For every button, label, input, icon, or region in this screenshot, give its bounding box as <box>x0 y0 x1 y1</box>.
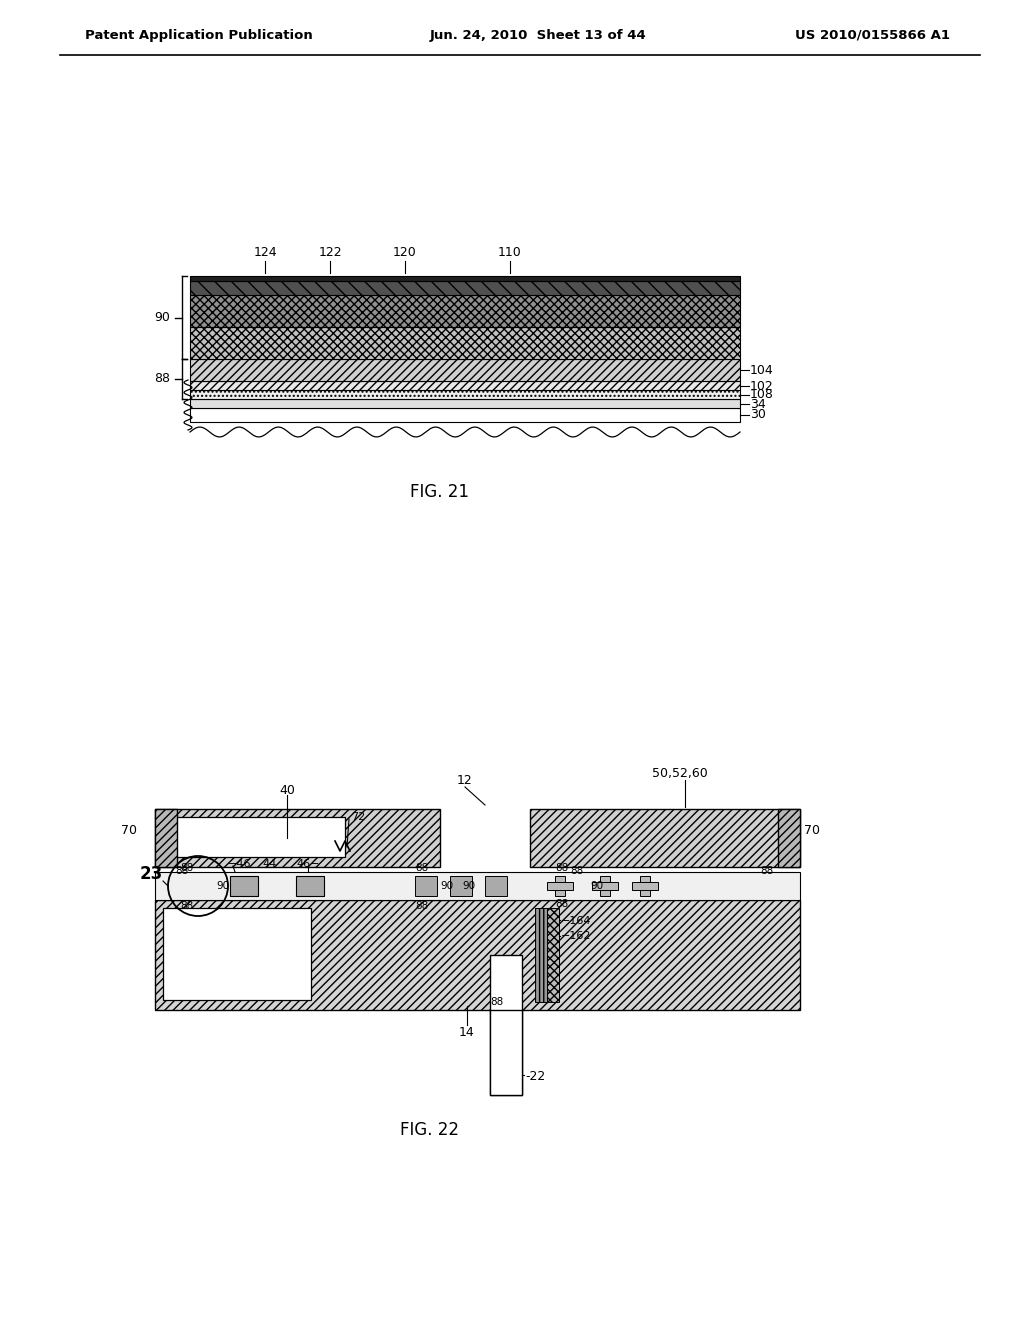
Text: 44: 44 <box>262 859 276 869</box>
Text: 88: 88 <box>180 902 194 911</box>
Text: 110: 110 <box>498 247 522 260</box>
Text: 90: 90 <box>155 312 170 323</box>
Text: FIG. 21: FIG. 21 <box>411 483 469 502</box>
Text: 120: 120 <box>393 247 417 260</box>
Bar <box>535 908 547 1002</box>
Text: 104: 104 <box>750 363 774 376</box>
Text: −162: −162 <box>561 931 592 941</box>
Bar <box>155 873 800 900</box>
Text: 12: 12 <box>457 775 473 788</box>
Text: 124: 124 <box>253 247 276 260</box>
Bar <box>547 908 559 1002</box>
Text: 88: 88 <box>760 866 773 876</box>
Text: US 2010/0155866 A1: US 2010/0155866 A1 <box>795 29 950 41</box>
Text: 40: 40 <box>280 784 295 797</box>
Text: 23: 23 <box>140 865 163 883</box>
Text: 70: 70 <box>121 824 137 837</box>
Text: 102: 102 <box>750 380 774 392</box>
Text: Jun. 24, 2010  Sheet 13 of 44: Jun. 24, 2010 Sheet 13 of 44 <box>430 29 647 41</box>
Text: 90: 90 <box>440 880 454 891</box>
Bar <box>190 276 740 281</box>
Bar <box>190 381 740 389</box>
Bar <box>230 876 258 896</box>
Text: FIG. 22: FIG. 22 <box>400 1121 460 1139</box>
Bar <box>190 408 740 422</box>
Text: Patent Application Publication: Patent Application Publication <box>85 29 312 41</box>
Text: 72: 72 <box>351 812 366 822</box>
Bar <box>190 389 740 399</box>
Bar <box>640 876 650 896</box>
Bar <box>190 327 740 359</box>
Bar <box>530 809 800 867</box>
Bar <box>190 359 740 381</box>
Text: 30: 30 <box>750 408 766 421</box>
Text: -22: -22 <box>525 1071 545 1084</box>
Bar <box>415 876 437 896</box>
Bar <box>490 1010 522 1096</box>
Bar <box>592 882 618 890</box>
Text: 88: 88 <box>415 902 428 911</box>
Text: 88: 88 <box>490 997 503 1007</box>
Bar <box>163 908 311 1001</box>
Text: 70: 70 <box>804 824 820 837</box>
Text: 14: 14 <box>459 1026 475 1039</box>
Text: 90: 90 <box>590 880 603 891</box>
Text: 88: 88 <box>415 863 428 873</box>
Text: 88: 88 <box>555 863 568 873</box>
Text: 88: 88 <box>175 866 188 876</box>
Bar <box>155 809 177 867</box>
Text: 88: 88 <box>180 863 194 873</box>
Text: 46−: 46− <box>296 859 319 869</box>
Text: −46: −46 <box>228 859 252 869</box>
Bar <box>600 876 610 896</box>
Bar <box>450 876 472 896</box>
Bar <box>155 809 440 867</box>
Text: 50,52,60: 50,52,60 <box>652 767 708 780</box>
Text: 88: 88 <box>555 899 568 909</box>
Bar <box>190 399 740 408</box>
Bar <box>296 876 324 896</box>
Bar <box>547 882 573 890</box>
Bar <box>555 876 565 896</box>
Text: −164: −164 <box>561 916 592 927</box>
Text: 108: 108 <box>750 388 774 401</box>
Text: 122: 122 <box>318 247 342 260</box>
Text: 88: 88 <box>154 372 170 385</box>
Bar <box>490 954 522 1096</box>
Text: 90: 90 <box>462 880 475 891</box>
Text: 34: 34 <box>750 397 766 411</box>
Bar <box>165 817 345 857</box>
Bar <box>632 882 658 890</box>
Bar <box>778 809 800 867</box>
Bar <box>190 294 740 327</box>
Bar <box>155 900 800 1010</box>
Bar <box>485 876 507 896</box>
Bar <box>190 281 740 294</box>
Text: 88: 88 <box>570 866 584 876</box>
Text: 90: 90 <box>216 880 229 891</box>
